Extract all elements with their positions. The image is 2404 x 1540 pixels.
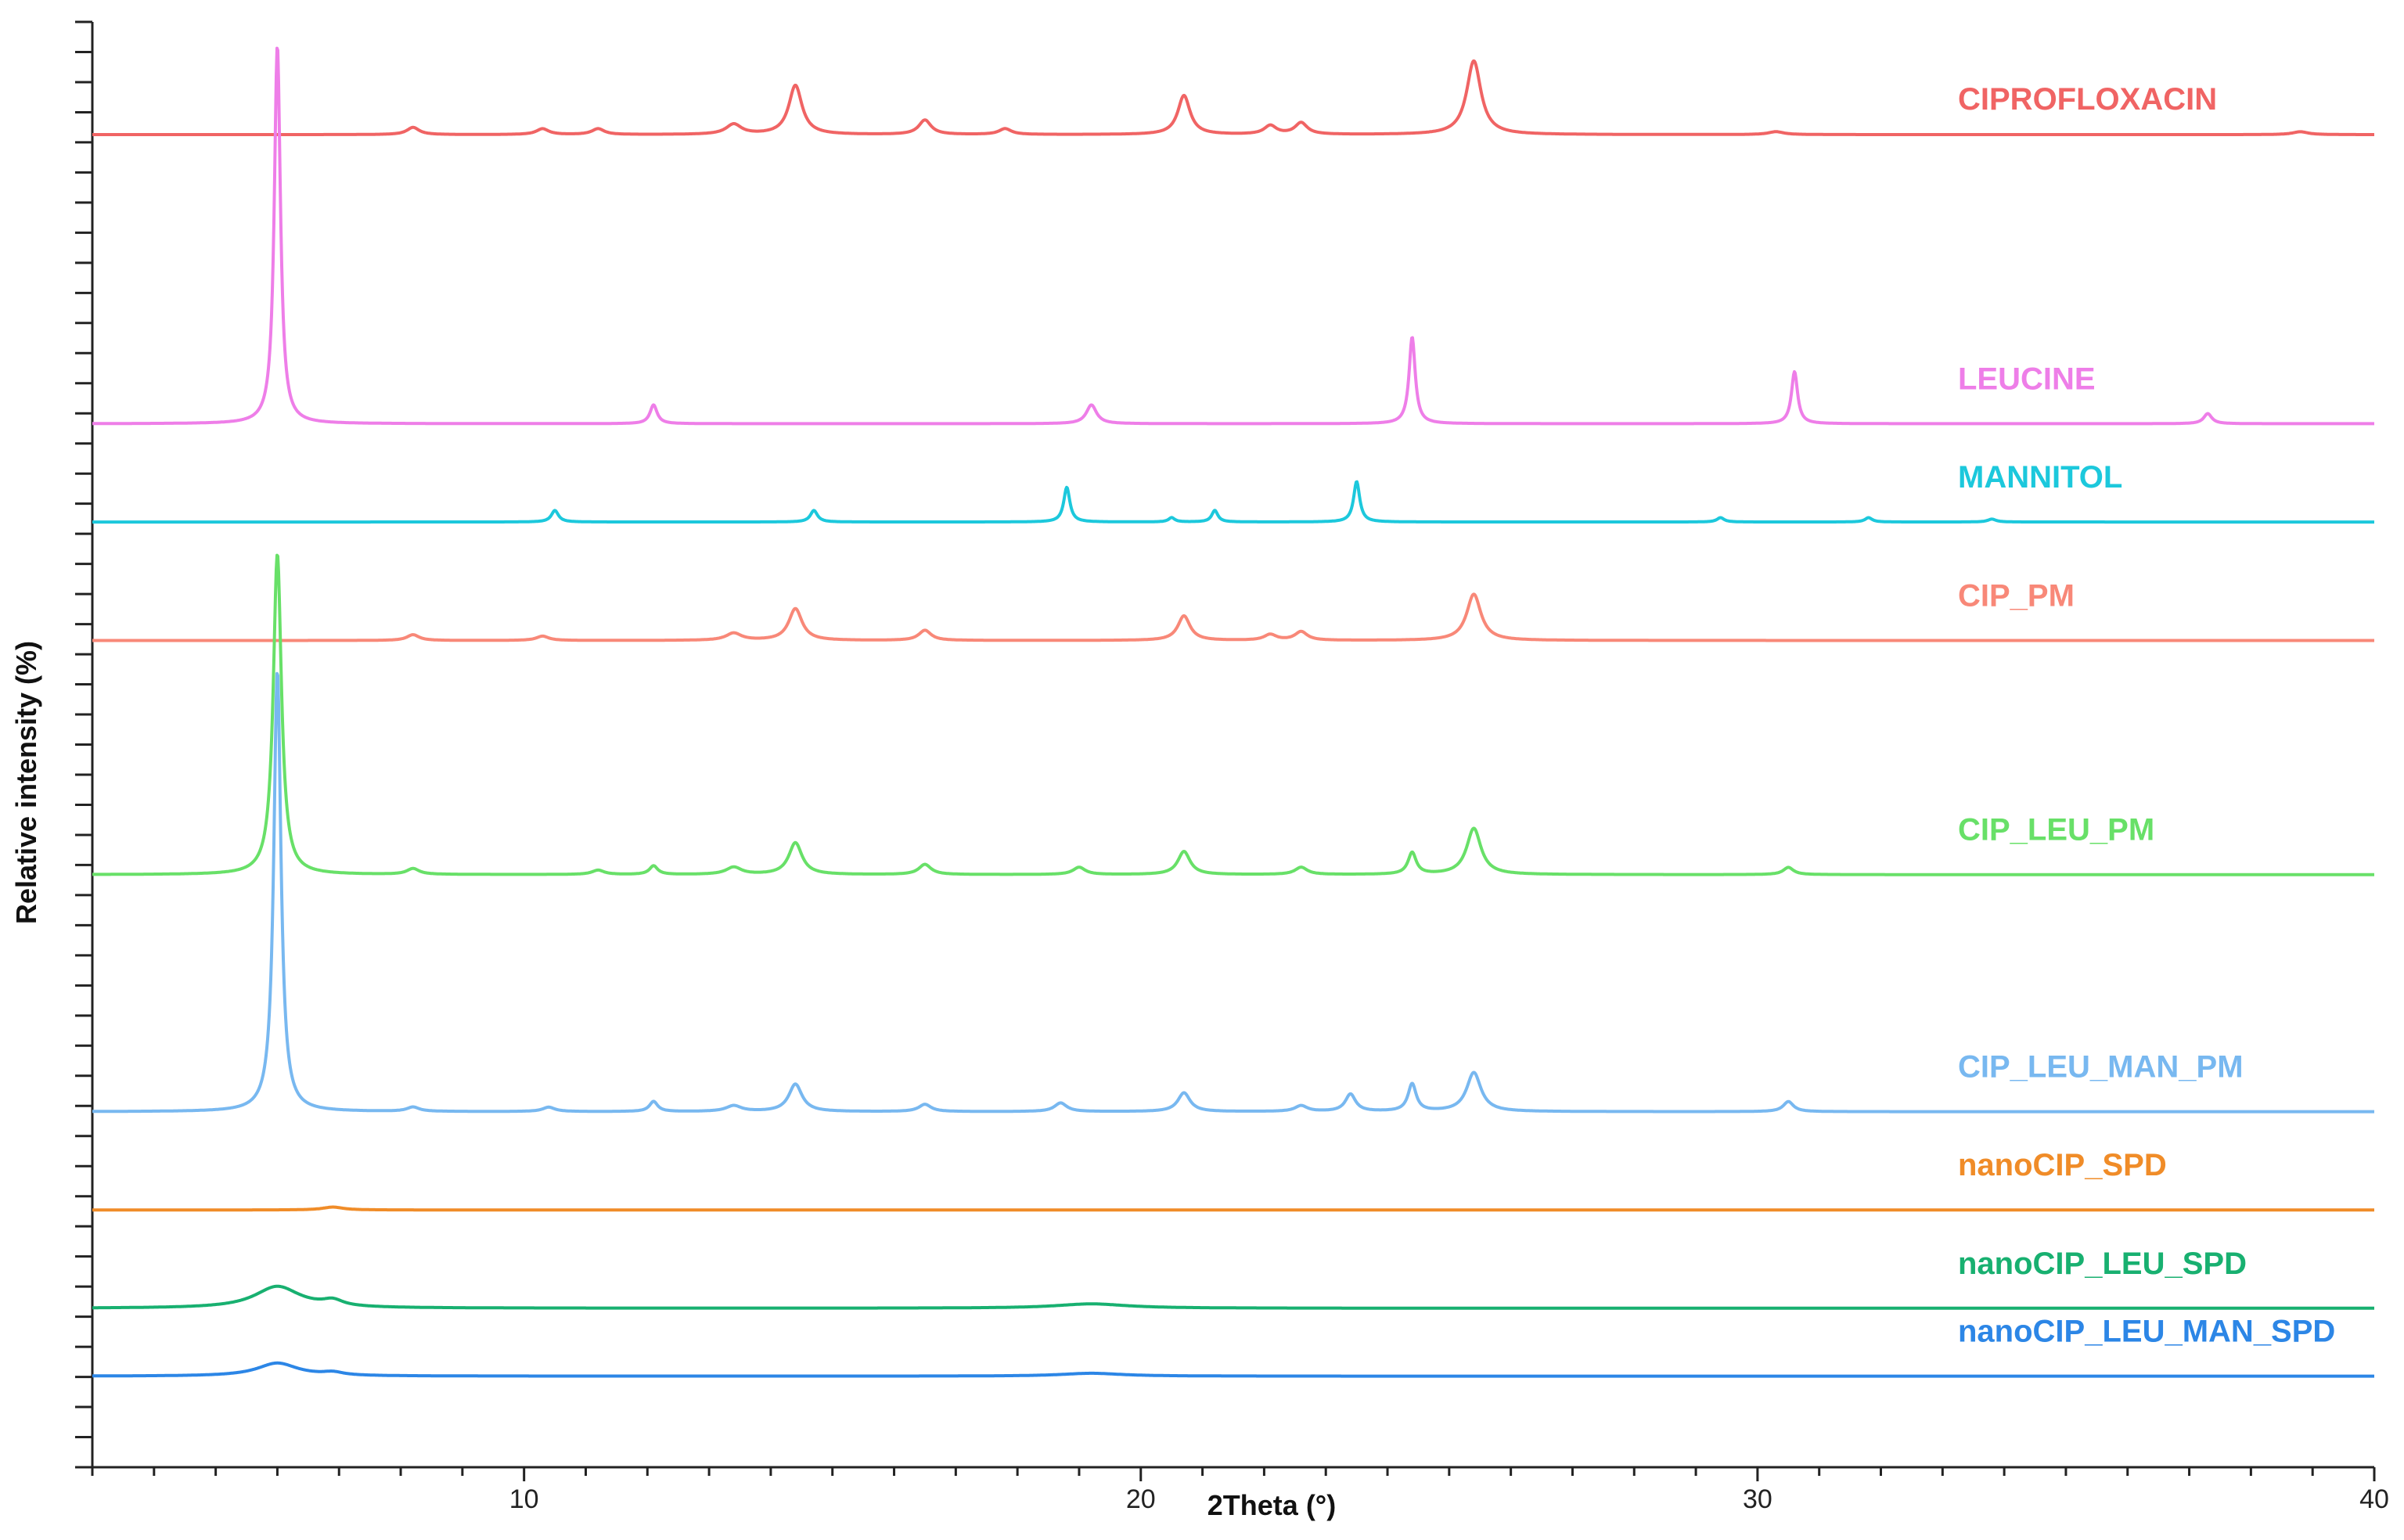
series-label: CIP_LEU_PM [1958,813,2154,847]
x-axis-title: 2Theta (°) [1207,1489,1336,1521]
x-tick-label: 10 [509,1484,539,1514]
series-label: CIP_LEU_MAN_PM [1958,1050,2244,1085]
series-line [92,59,2375,136]
series-line [92,671,2375,1114]
series-label: nanoCIP_SPD [1958,1148,2167,1182]
series-line [92,480,2375,524]
series-line [92,1361,2375,1378]
y-axis-title: Relative intensity (%) [10,641,42,924]
series-line [92,553,2375,876]
series-label: MANNITOL [1958,460,2122,495]
series-layer [92,46,2375,1378]
series-line [92,1284,2375,1310]
series-line [92,1205,2375,1212]
series-label: CIPROFLOXACIN [1958,82,2217,117]
series-label: nanoCIP_LEU_SPD [1958,1247,2247,1281]
axes-layer: 10 20 30 40 [75,20,2389,1514]
x-tick-label: 40 [2359,1484,2389,1514]
series-label: nanoCIP_LEU_MAN_SPD [1958,1315,2335,1349]
series-label: CIP_PM [1958,579,2075,613]
series-label: LEUCINE [1958,362,2096,396]
series-line [92,46,2375,426]
labels-layer: CIPROFLOXACIN LEUCINE MANNITOL CIP_PM CIP_LE… [1958,82,2335,1349]
series-line [92,592,2375,642]
x-tick-label: 20 [1126,1484,1156,1514]
x-tick-label: 30 [1743,1484,1772,1514]
